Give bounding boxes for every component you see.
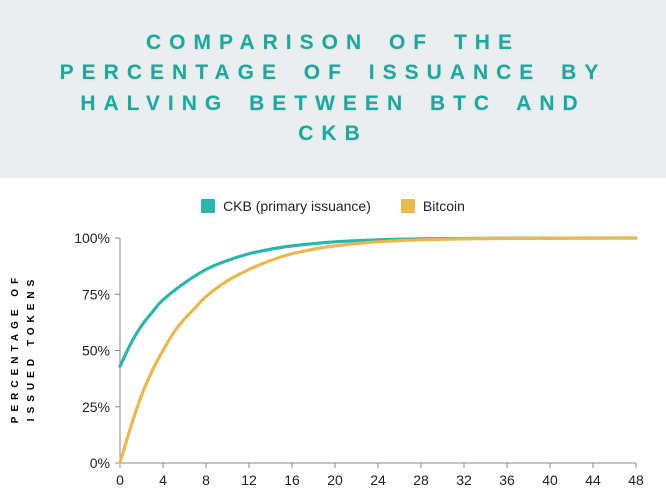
series-ckb <box>120 238 636 366</box>
legend: CKB (primary issuance) Bitcoin <box>0 198 666 214</box>
y-tick-label: 0% <box>90 455 110 471</box>
title-line-1: COMPARISON OF THE <box>146 31 520 54</box>
legend-item-ckb: CKB (primary issuance) <box>201 198 371 214</box>
x-tick-label: 20 <box>327 472 343 488</box>
y-axis-label: PERCENTAGE OF ISSUED TOKENS <box>8 273 40 423</box>
line-chart: 0%25%50%75%100%04812162024283236404448 <box>0 228 666 500</box>
x-tick-label: 48 <box>628 472 644 488</box>
x-tick-label: 40 <box>542 472 558 488</box>
x-tick-label: 8 <box>202 472 210 488</box>
chart-header: COMPARISON OF THE PERCENTAGE OF ISSUANCE… <box>0 0 666 178</box>
legend-label-ckb: CKB (primary issuance) <box>223 198 371 214</box>
legend-swatch-ckb <box>201 199 215 213</box>
chart-title: COMPARISON OF THE PERCENTAGE OF ISSUANCE… <box>40 28 626 150</box>
x-tick-label: 44 <box>585 472 601 488</box>
x-tick-label: 12 <box>241 472 257 488</box>
x-tick-label: 36 <box>499 472 515 488</box>
x-tick-label: 4 <box>159 472 167 488</box>
series-bitcoin <box>120 238 636 463</box>
y-tick-label: 50% <box>82 342 110 358</box>
y-tick-label: 100% <box>74 230 110 246</box>
legend-swatch-bitcoin <box>401 199 415 213</box>
legend-item-bitcoin: Bitcoin <box>401 198 465 214</box>
y-tick-label: 25% <box>82 399 110 415</box>
title-line-2: PERCENTAGE OF ISSUANCE BY <box>60 61 607 84</box>
x-tick-label: 24 <box>370 472 386 488</box>
x-tick-label: 0 <box>116 472 124 488</box>
legend-label-bitcoin: Bitcoin <box>423 198 465 214</box>
chart-container: CKB (primary issuance) Bitcoin 0% 25% 50% 7… <box>0 178 666 500</box>
x-tick-label: 16 <box>284 472 300 488</box>
x-tick-label: 28 <box>413 472 429 488</box>
title-line-3: HALVING BETWEEN BTC AND CKB <box>80 92 585 145</box>
y-tick-label: 75% <box>82 286 110 302</box>
x-tick-label: 32 <box>456 472 472 488</box>
